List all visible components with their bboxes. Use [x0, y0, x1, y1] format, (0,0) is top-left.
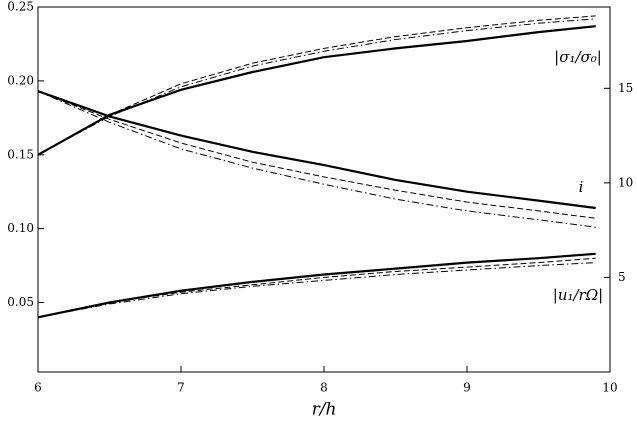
line	[37, 257, 596, 318]
annotation: |σ₁/σ₀|	[554, 48, 602, 66]
x-tick-label: 8	[320, 381, 328, 395]
y-tick-label: 0.05	[7, 295, 34, 309]
x-tick-label: 6	[34, 381, 42, 395]
y2-tick-label: 15	[618, 81, 633, 95]
line	[37, 25, 596, 156]
line	[37, 15, 596, 156]
plot-frame	[37, 6, 611, 373]
y-tick-label: 0.10	[7, 221, 34, 235]
y2-tick-label: 5	[618, 270, 626, 284]
line	[37, 18, 596, 156]
x-axis-label: r/h	[312, 400, 337, 420]
annotation: i	[579, 178, 584, 196]
y2-tick-label: 10	[618, 175, 633, 189]
line	[37, 252, 596, 319]
x-tick-label: 7	[177, 381, 185, 395]
line	[37, 90, 596, 210]
annotation: |u₁/rΩ|	[553, 286, 603, 304]
line	[37, 90, 596, 228]
x-tick-label: 10	[602, 381, 617, 395]
y-tick-label: 0.25	[7, 0, 34, 14]
y-tick-label: 0.15	[7, 147, 34, 161]
line	[37, 262, 596, 318]
x-tick-label: 9	[463, 381, 471, 395]
y-tick-label: 0.20	[7, 73, 34, 87]
line	[37, 90, 596, 219]
